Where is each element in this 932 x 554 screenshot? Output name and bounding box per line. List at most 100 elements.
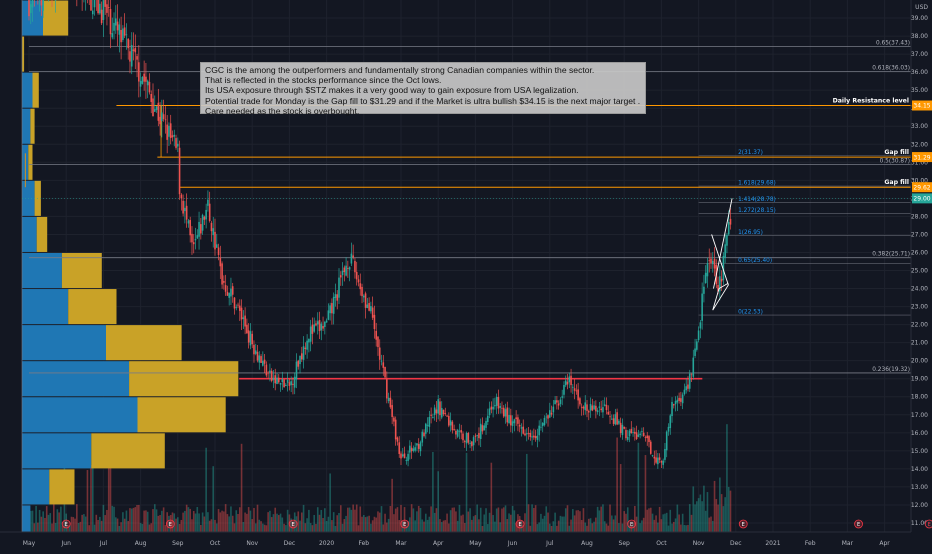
- candle-body: [400, 454, 402, 459]
- candle-body: [427, 425, 429, 426]
- candle-body: [352, 255, 354, 257]
- candle-body: [326, 320, 328, 322]
- price-tick-label: 38.00: [911, 33, 928, 40]
- candle-body: [588, 411, 590, 413]
- candle-body: [218, 247, 220, 255]
- candle-body: [235, 307, 237, 308]
- volume-bar: [439, 519, 441, 532]
- candle-body: [349, 267, 351, 269]
- candle-body: [505, 409, 507, 416]
- candle-body: [345, 266, 347, 276]
- volume-bar: [556, 526, 558, 532]
- candle-body: [652, 455, 654, 456]
- candle-body: [305, 348, 307, 349]
- candle-body: [193, 242, 195, 244]
- candle-body: [464, 441, 466, 442]
- volume-bar: [471, 520, 473, 532]
- price-axis[interactable]: USD11.0012.0013.0014.0015.0016.0017.0018…: [911, 0, 932, 550]
- volume-bar: [310, 523, 312, 532]
- candle-body: [554, 400, 556, 404]
- volume-bar: [391, 479, 393, 532]
- candle-body: [404, 453, 406, 458]
- candle-body: [374, 315, 376, 329]
- volume-bar: [593, 522, 595, 532]
- volume-bar: [577, 510, 579, 532]
- volume-bar: [251, 519, 253, 532]
- candle-body: [487, 416, 489, 422]
- volume-bar: [104, 515, 106, 532]
- candle-body: [388, 398, 390, 401]
- volume-bar: [90, 465, 92, 532]
- candle-body: [94, 0, 96, 7]
- volume-bar: [554, 513, 556, 532]
- volume-bar: [494, 522, 496, 532]
- volume-bar: [668, 526, 670, 532]
- volume-bar: [228, 516, 230, 532]
- candle-body: [677, 400, 679, 403]
- price-tick-label: 23.00: [911, 304, 928, 311]
- volume-bar: [480, 508, 482, 532]
- annotation-box[interactable]: CGC is the among the outperformers and f…: [200, 62, 646, 114]
- volume-bar: [328, 517, 330, 532]
- price-tick-label: 12.00: [911, 502, 928, 509]
- candle-body: [708, 260, 710, 261]
- candle-body: [363, 296, 365, 298]
- volume-bar: [42, 511, 44, 532]
- volume-bar: [563, 517, 565, 532]
- volume-bar: [678, 514, 680, 532]
- candle-body: [303, 346, 305, 360]
- volume-bar: [457, 521, 459, 532]
- candle-body: [382, 362, 384, 368]
- candle-body: [246, 325, 248, 334]
- candle-body: [189, 220, 191, 235]
- candle-body: [216, 244, 218, 247]
- price-tick-label: 21.00: [911, 340, 928, 347]
- volume-bar: [717, 505, 719, 532]
- volume-bar: [459, 505, 461, 532]
- candle-body: [471, 442, 473, 447]
- candle-body: [145, 77, 147, 82]
- candle-body: [521, 427, 523, 428]
- volume-bar: [501, 509, 503, 532]
- candle-body: [462, 434, 464, 441]
- candle-body: [92, 11, 94, 15]
- candle-body: [166, 125, 168, 140]
- volume-bar: [728, 487, 730, 532]
- candle-body: [592, 406, 594, 411]
- candle-body: [597, 410, 599, 412]
- candle-body: [41, 0, 43, 5]
- candle-body: [359, 283, 361, 289]
- volume-bar: [558, 521, 560, 532]
- volume-bar: [703, 486, 705, 532]
- volume-bar: [650, 508, 652, 532]
- candle-body: [595, 406, 597, 411]
- candle-body: [691, 374, 693, 375]
- volume-bar: [689, 504, 691, 532]
- volume-bar: [701, 501, 703, 532]
- volume-bar: [455, 511, 457, 532]
- price-tick-label: 26.00: [911, 249, 928, 256]
- volume-bar: [606, 524, 608, 532]
- volume-bar: [607, 526, 609, 532]
- candle-body: [421, 432, 423, 443]
- volume-bar: [411, 504, 413, 532]
- candle-body: [200, 224, 202, 233]
- candle-body: [475, 436, 477, 437]
- volume-bar: [661, 519, 663, 532]
- candle-body: [560, 400, 562, 404]
- fib-level-label: 0.382(25.71): [872, 252, 910, 258]
- candle-body: [630, 429, 632, 433]
- candle-body: [228, 293, 230, 298]
- volume-bar: [319, 515, 321, 532]
- fib-ext-label: 1.618(29.68): [738, 181, 776, 187]
- volume-bar: [441, 522, 443, 532]
- candle-body: [104, 0, 106, 7]
- volume-bar: [499, 522, 501, 532]
- candle-body: [90, 0, 92, 11]
- volume-bar: [72, 517, 74, 532]
- volume-bar: [716, 499, 718, 532]
- candle-body: [124, 27, 126, 35]
- volume-bar: [161, 511, 163, 532]
- volume-bar: [498, 507, 500, 532]
